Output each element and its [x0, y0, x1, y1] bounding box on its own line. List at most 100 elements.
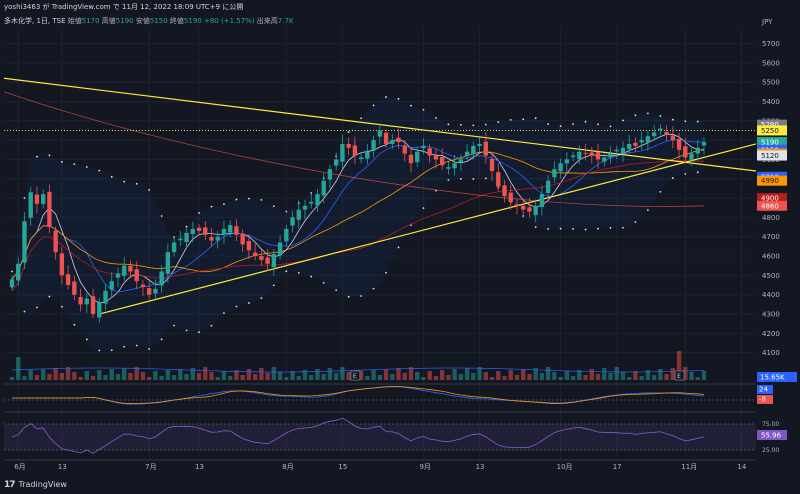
candle-body	[602, 157, 607, 162]
volume-bar	[533, 368, 538, 380]
candle-body	[458, 159, 464, 163]
price-chart[interactable]: JPY 4100 4200 4300 4400 4500 4600 4700 4800 4900 5…	[0, 0, 800, 476]
bollinger-lower-dot	[110, 349, 113, 352]
volume-bar	[583, 375, 588, 380]
volume-bar	[701, 371, 707, 380]
bollinger-upper-dot	[285, 210, 288, 213]
volume-bar	[514, 375, 520, 380]
bollinger-lower-dot	[23, 310, 26, 313]
candle-body	[203, 227, 208, 235]
candle-body	[614, 149, 619, 152]
bollinger-lower-dot	[622, 226, 624, 229]
candle-body	[72, 281, 77, 295]
volume-bar	[602, 368, 607, 380]
volume-bar	[290, 371, 295, 380]
bollinger-upper-dot	[646, 112, 649, 115]
volume-bar	[284, 377, 289, 380]
price-tick-label: 5500	[762, 79, 780, 87]
candle-body	[527, 207, 532, 212]
volume-bar	[240, 375, 245, 380]
price-label-bg	[757, 175, 787, 186]
rsi-lower-label: 25.00	[762, 447, 779, 454]
volume-bar	[427, 371, 432, 380]
candle-body	[545, 180, 551, 194]
volume-bar	[134, 367, 139, 380]
candle-body	[464, 151, 470, 156]
legend-low: 5150	[149, 17, 168, 25]
volume-bar	[103, 375, 108, 380]
ma-10-line	[11, 139, 705, 293]
volume-bar	[215, 377, 220, 380]
candle-body	[109, 281, 114, 290]
earnings-marker-box	[350, 370, 361, 381]
price-label: 5250	[761, 127, 779, 135]
candle-body	[290, 217, 295, 226]
volume-bar	[558, 377, 563, 380]
candle-body	[65, 274, 71, 286]
footer-brand: TradingView	[18, 480, 67, 489]
candle-body	[296, 209, 301, 220]
price-label-bg	[757, 200, 787, 211]
volume-bar	[614, 367, 619, 380]
price-tick-label: 4800	[762, 214, 780, 222]
price-tick-label: 4100	[762, 349, 780, 357]
bollinger-lower-dot	[272, 284, 275, 287]
bollinger-lower-dot	[397, 246, 400, 249]
candle-body	[140, 284, 146, 287]
volume-bar	[365, 376, 370, 380]
candle-body	[383, 132, 389, 144]
candle-body	[477, 143, 482, 146]
candle-body	[97, 302, 102, 318]
candle-body	[658, 128, 663, 131]
bollinger-upper-dot	[11, 270, 13, 273]
volume-bar	[271, 367, 277, 380]
bollinger-lower-dot	[60, 305, 63, 308]
candle-body	[365, 151, 370, 159]
price-tick-label: 5700	[762, 40, 780, 48]
volume-bar	[153, 371, 158, 380]
volume-bar	[651, 375, 657, 380]
volume-bar	[34, 375, 40, 380]
volume-bar	[22, 376, 27, 380]
volume-bar	[683, 367, 688, 380]
bollinger-upper-dot	[459, 123, 462, 126]
time-tick-label: 15	[338, 463, 347, 471]
candle-body	[589, 152, 594, 156]
bollinger-upper-dot	[609, 125, 612, 128]
volume-bar	[209, 372, 214, 380]
bollinger-upper-dot	[110, 175, 113, 178]
volume-bar	[65, 367, 71, 380]
volume-bar	[483, 372, 488, 380]
time-tick-label: 17	[613, 463, 622, 471]
volume-bar	[415, 372, 420, 380]
volume-bar	[53, 368, 58, 380]
bollinger-lower-dot	[422, 207, 425, 209]
candle-body	[196, 227, 202, 231]
candle-body	[595, 152, 601, 160]
candle-body	[146, 288, 152, 295]
candle-body	[496, 172, 501, 187]
candle-body	[608, 153, 613, 158]
bollinger-upper-dot	[260, 198, 263, 201]
volume-label: 15.65K	[760, 374, 785, 382]
volume-bar	[577, 370, 582, 380]
volume-bar	[234, 370, 239, 380]
price-tick-label: 5600	[762, 59, 780, 67]
candle-body	[246, 240, 252, 251]
legend-close: 5190	[183, 17, 202, 25]
candle-body	[558, 163, 563, 172]
volume-bar	[508, 370, 513, 380]
volume-bar	[47, 374, 52, 380]
bollinger-upper-dot	[160, 215, 163, 217]
candle-body	[34, 194, 40, 204]
bollinger-lower-dot	[123, 345, 126, 348]
time-tick-label: 13	[58, 463, 67, 471]
volume-bar	[203, 367, 208, 380]
candle-body	[633, 142, 638, 146]
bollinger-upper-dot	[597, 123, 599, 126]
volume-bar	[670, 368, 676, 380]
legend-open-label: 始値	[67, 17, 82, 25]
candle-body	[676, 138, 682, 150]
candle-body	[396, 137, 401, 143]
bollinger-lower-dot	[534, 226, 537, 229]
